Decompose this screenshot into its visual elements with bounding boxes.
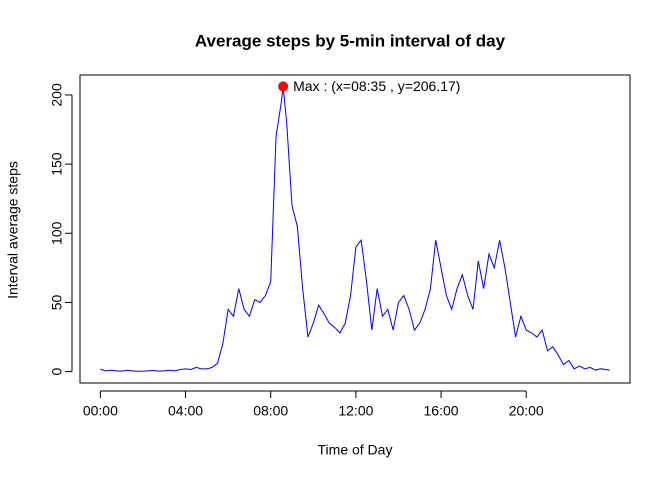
y-tick-label: 200 xyxy=(49,83,65,107)
y-axis-label: Interval average steps xyxy=(5,161,21,299)
y-tick-label: 0 xyxy=(49,367,65,375)
max-annotation: Max : (x=08:35 , y=206.17) xyxy=(293,78,460,94)
x-tick-label: 16:00 xyxy=(424,403,459,419)
x-tick-label: 04:00 xyxy=(168,403,203,419)
data-line xyxy=(100,86,610,372)
chart-title: Average steps by 5-min interval of day xyxy=(195,31,506,50)
x-axis-label: Time of Day xyxy=(318,442,393,458)
plot-box xyxy=(79,74,631,384)
x-tick-label: 20:00 xyxy=(509,403,544,419)
y-tick-label: 50 xyxy=(49,294,65,310)
y-tick-label: 100 xyxy=(49,221,65,245)
x-tick-label: 00:00 xyxy=(83,403,118,419)
y-tick-label: 150 xyxy=(49,152,65,176)
x-tick-label: 12:00 xyxy=(338,403,373,419)
max-point xyxy=(278,81,289,92)
x-tick-label: 08:00 xyxy=(253,403,288,419)
